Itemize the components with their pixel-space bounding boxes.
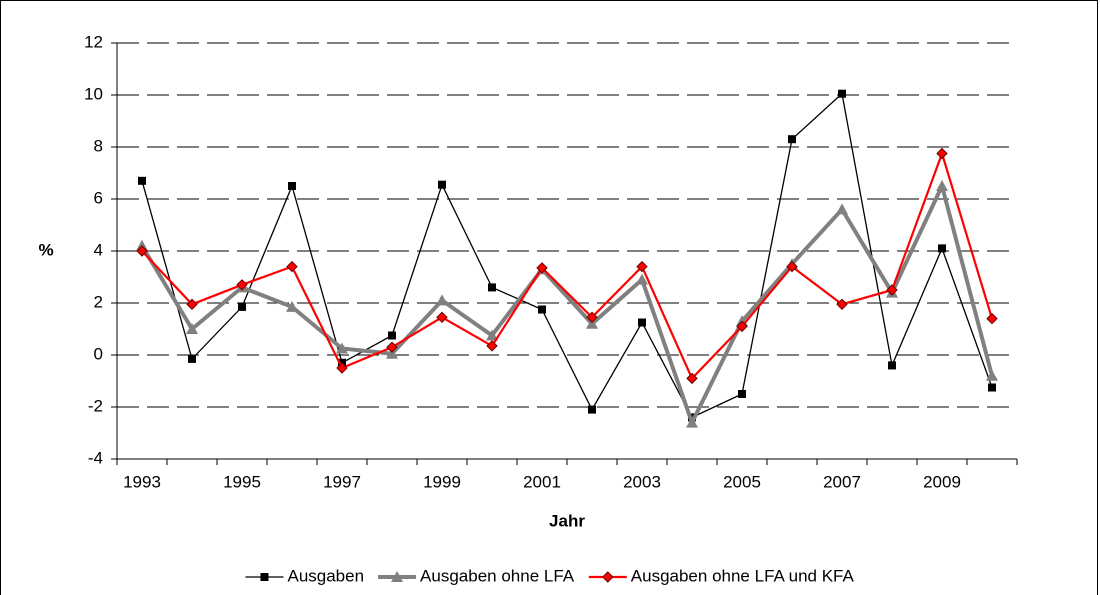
legend-marker [602, 571, 614, 583]
x-axis-label: Jahr [549, 511, 585, 530]
data-point [386, 347, 398, 359]
y-tick-label: 4 [94, 240, 103, 259]
y-tick-label: -4 [88, 448, 103, 467]
data-point [138, 176, 146, 185]
data-point [488, 283, 496, 292]
x-tick-label: 2007 [823, 472, 861, 491]
data-point [438, 180, 446, 189]
x-tick-label: 2009 [923, 472, 961, 491]
data-point [486, 340, 498, 352]
data-point [388, 331, 396, 340]
data-point [286, 300, 298, 312]
legend-label: Ausgaben ohne LFA [420, 566, 575, 585]
series-line [140, 180, 994, 428]
data-point [536, 262, 548, 274]
series-line [141, 92, 993, 419]
data-point [686, 416, 698, 428]
legend: Ausgaben Ausgaben ohne LFA Ausgaben ohne L… [245, 566, 855, 585]
data-point [386, 341, 398, 353]
y-tick-label: 0 [94, 344, 103, 363]
data-point [186, 323, 198, 334]
data-point [136, 245, 148, 257]
data-point [538, 305, 546, 314]
data-point [336, 342, 348, 354]
y-tick-label: 8 [94, 136, 103, 155]
legend-label: Ausgaben ohne LFA und KFA [631, 566, 855, 585]
x-tick-label: 1995 [223, 472, 261, 491]
data-point [188, 354, 196, 363]
data-point [288, 182, 296, 190]
y-tick-label: 12 [84, 32, 103, 51]
x-tick-label: 1997 [323, 472, 361, 491]
y-tick-label: 2 [94, 292, 103, 311]
data-point [738, 390, 746, 398]
data-point [736, 320, 748, 333]
x-tick-label: 1993 [123, 472, 161, 491]
data-point [786, 260, 798, 273]
data-point [986, 312, 998, 325]
y-tick-label: 10 [84, 84, 103, 103]
data-point [436, 311, 448, 324]
y-tick-label: -2 [88, 396, 103, 415]
legend-marker [260, 573, 269, 581]
data-point [588, 405, 596, 414]
y-axis-label: % [38, 240, 53, 259]
series-line [141, 150, 994, 381]
data-point [836, 298, 848, 311]
data-point [236, 279, 248, 291]
data-point [836, 203, 848, 215]
y-tick-label: 6 [94, 188, 103, 207]
data-point [936, 180, 948, 191]
data-point [838, 89, 846, 98]
x-tick-label: 2003 [623, 472, 661, 491]
data-point [186, 298, 198, 311]
data-point [636, 260, 648, 273]
data-point [638, 318, 646, 327]
data-point [436, 294, 448, 306]
data-point [336, 362, 348, 374]
x-tick-label: 2005 [723, 472, 761, 491]
data-point [286, 260, 298, 273]
legend-label: Ausgaben [287, 566, 364, 585]
data-point [886, 284, 898, 296]
x-tick-label: 2001 [523, 472, 561, 491]
data-point [788, 135, 796, 144]
data-point [486, 329, 498, 341]
data-point [586, 311, 598, 324]
data-point [936, 147, 948, 160]
data-point [686, 372, 698, 385]
legend-marker [391, 571, 404, 582]
data-point [586, 317, 598, 329]
data-point [988, 383, 996, 392]
data-point [238, 302, 246, 311]
data-point [986, 369, 998, 381]
data-point [888, 361, 896, 370]
data-point [938, 244, 946, 253]
data-point [636, 273, 648, 285]
x-tick-label: 1999 [423, 472, 461, 491]
